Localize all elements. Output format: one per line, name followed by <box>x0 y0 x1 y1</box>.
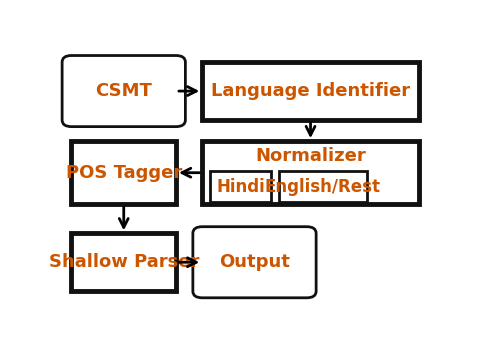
FancyBboxPatch shape <box>62 55 186 127</box>
FancyBboxPatch shape <box>71 233 176 291</box>
FancyBboxPatch shape <box>210 171 271 202</box>
Text: Shallow Parser: Shallow Parser <box>49 253 199 271</box>
Text: English/Rest: English/Rest <box>265 177 381 196</box>
Text: CSMT: CSMT <box>95 82 152 100</box>
Text: POS Tagger: POS Tagger <box>66 164 182 182</box>
Text: Output: Output <box>219 253 290 271</box>
FancyBboxPatch shape <box>193 227 316 298</box>
FancyBboxPatch shape <box>279 171 366 202</box>
FancyBboxPatch shape <box>202 141 419 204</box>
FancyBboxPatch shape <box>71 141 176 204</box>
FancyBboxPatch shape <box>202 62 419 120</box>
Text: Normalizer: Normalizer <box>255 147 366 165</box>
Text: Language Identifier: Language Identifier <box>211 82 410 100</box>
Text: Hindi: Hindi <box>216 177 265 196</box>
